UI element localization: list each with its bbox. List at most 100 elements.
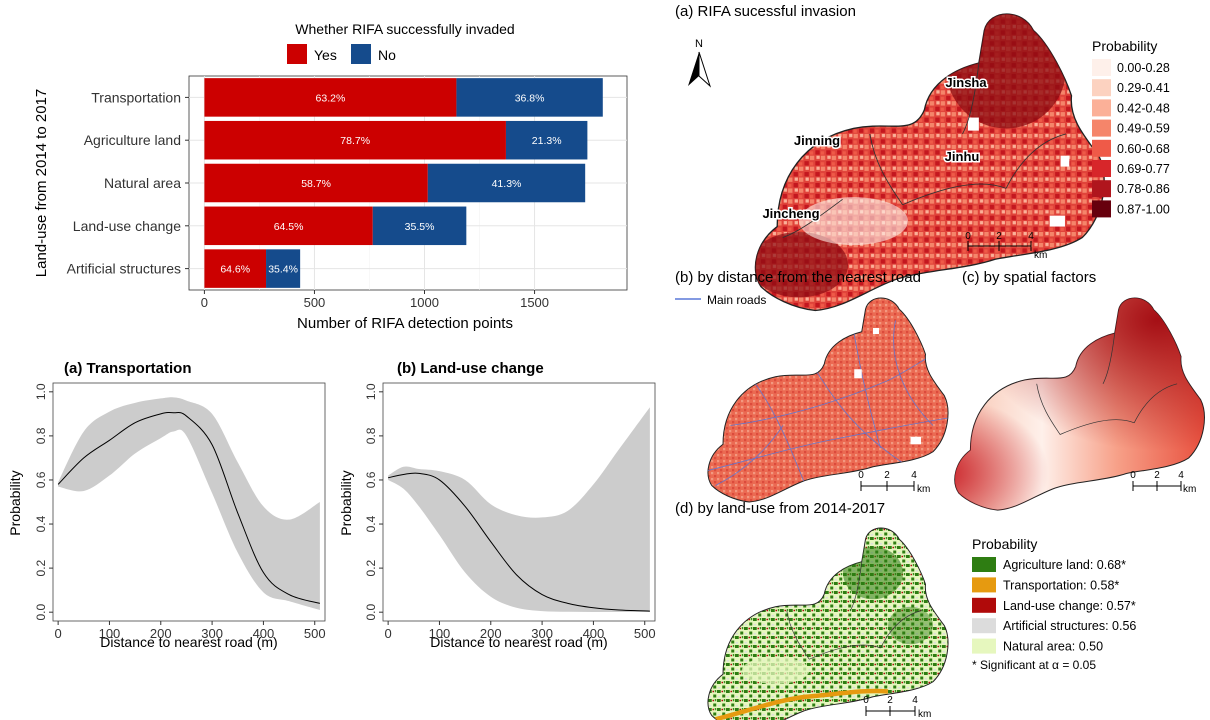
lineB-xtick-0: 0	[385, 626, 392, 641]
bar-yes-agriculture-land	[204, 120, 506, 160]
lineA-ytick-0.8: 0.8	[34, 427, 48, 444]
scale-c-0: 0	[1130, 470, 1136, 481]
bar-yes-transportation	[204, 78, 457, 117]
scale-b-unit: km	[917, 484, 930, 495]
landuse-label-artificial-structures-0-56: Artificial structures: 0.56	[1003, 619, 1136, 633]
scale-a-2: 2	[996, 231, 1002, 242]
prob-class-0-29-0-41: 0.29-0.41	[1117, 81, 1170, 95]
line-b-fit-curve	[388, 472, 650, 612]
bar-xtick-500: 500	[304, 295, 326, 310]
scale-b-4: 4	[911, 470, 917, 481]
lineB-ytick-1.0: 1.0	[364, 383, 378, 400]
bar-label-no-land-use-change: 35.5%	[405, 221, 435, 233]
map-d-legend: Agriculture land: 0.68* Transportation: 0…	[972, 557, 1136, 654]
line-a-x-ticks: 0 100 200 300 400 500	[55, 621, 326, 641]
map-d-panel: (d) by land-use from 2014-2017 0 2 4 km …	[675, 500, 1136, 720]
prob-class-0-69-0-77: 0.69-0.77	[1117, 162, 1170, 176]
prob-swatch-0-69-0-77	[1092, 160, 1111, 177]
map-c-title: (c) by spatial factors	[962, 269, 1096, 286]
scale-d-4: 4	[912, 695, 918, 706]
legend-no-label: No	[378, 47, 396, 63]
scalebar-a: 0 2 4 km	[965, 231, 1047, 261]
map-d-legend-title: Probability	[972, 536, 1037, 552]
lineA-xtick-0: 0	[55, 626, 62, 641]
lineA-xtick-200: 200	[150, 626, 172, 641]
prob-swatch-0-87-1-00	[1092, 200, 1111, 218]
bar-ytick-transportation: Transportation	[91, 89, 181, 105]
bar-no-natural-area	[427, 163, 586, 203]
lineA-ytick-0.0: 0.0	[34, 604, 48, 621]
transportation-probability-chart: (a) Transportation 0.0 0.2 0.4 0.6 0.8 1.0 0 1…	[7, 360, 326, 650]
prob-swatch-0-60-0-68	[1092, 139, 1111, 157]
line-b-confidence-band	[388, 407, 650, 612]
lineA-xtick-300: 300	[201, 626, 223, 641]
landuse-label-transportation-0-58: Transportation: 0.58*	[1003, 578, 1119, 592]
north-arrow: N	[688, 38, 712, 88]
district-label-jincheng: Jincheng	[762, 206, 819, 221]
bar-xtick-1000: 1000	[410, 295, 439, 310]
bar-label-no-agriculture-land: 21.3%	[532, 135, 562, 147]
landuse-swatch-land-use-change-0-57	[972, 597, 996, 613]
prob-swatch-0-42-0-48	[1092, 99, 1111, 117]
bar-ytick-natural-area: Natural area	[104, 175, 181, 191]
lineB-ytick-0.6: 0.6	[364, 471, 378, 488]
map-c-panel: (c) by spatial factors 0 2 4 km	[954, 269, 1205, 511]
scale-a-0: 0	[965, 231, 971, 242]
bar-ytick-artificial-structures: Artificial structures	[67, 261, 181, 277]
bar-marks: 63.2% 36.8% 78.7% 21.3% 58.7% 41.3% 64.5% 35.5%…	[204, 78, 603, 288]
line-a-title: (a) Transportation	[64, 360, 192, 377]
prob-swatch-0-78-0-86	[1092, 180, 1111, 198]
north-label: N	[695, 38, 703, 50]
prob-class-0-60-0-68: 0.60-0.68	[1117, 142, 1170, 156]
map-b-panel: (b) by distance from the nearest road Ma…	[675, 269, 949, 503]
prob-class-0-49-0-59: 0.49-0.59	[1117, 122, 1170, 136]
bar-ytick-agriculture-land: Agriculture land	[84, 132, 181, 148]
bar-label-no-natural-area: 41.3%	[492, 178, 522, 190]
map-a-title: (a) RIFA sucessful invasion	[675, 3, 856, 20]
line-a-y-axis-title: Probability	[7, 470, 23, 535]
landuse-label-natural-area-0-50: Natural area: 0.50	[1003, 640, 1103, 654]
bar-ytick-land-use-change: Land-use change	[73, 218, 181, 234]
landuse-swatch-agriculture-land-0-68	[972, 557, 996, 572]
line-a-confidence-band	[58, 397, 320, 610]
bar-label-yes-land-use-change: 64.5%	[274, 221, 304, 233]
prob-class-0-87-1-00: 0.87-1.00	[1117, 202, 1170, 216]
map-b-title: (b) by distance from the nearest road	[675, 269, 921, 286]
bar-label-yes-transportation: 63.2%	[316, 92, 346, 104]
prob-swatch-0-00-0-28	[1092, 59, 1111, 76]
bar-no-land-use-change	[372, 206, 467, 246]
lineB-xtick-200: 200	[480, 626, 502, 641]
bar-label-yes-agriculture-land: 78.7%	[340, 135, 370, 147]
bar-yes-natural-area	[204, 163, 428, 203]
line-a-x-axis-title: Distance to nearest road (m)	[100, 634, 277, 650]
lineB-ytick-0.2: 0.2	[364, 559, 378, 576]
bar-no-transportation	[456, 78, 603, 117]
prob-class-0-78-0-86: 0.78-0.86	[1117, 182, 1170, 196]
scalebar-b: 0 2 4 km	[858, 470, 930, 495]
lineB-xtick-500: 500	[634, 626, 656, 641]
bar-legend-title: Whether RIFA successfully invaded	[295, 21, 514, 37]
bar-x-axis-title: Number of RIFA detection points	[297, 315, 513, 332]
map-a-island	[754, 13, 1105, 312]
landuse-swatch-artificial-structures-0-56	[972, 618, 996, 634]
landuse-label-land-use-change-0-57: Land-use change: 0.57*	[1003, 599, 1136, 613]
lineA-ytick-0.4: 0.4	[34, 515, 48, 532]
landuse-swatch-transportation-0-58	[972, 577, 996, 593]
lineB-ytick-0.8: 0.8	[364, 427, 378, 444]
scalebar-d: 0 2 4 km	[863, 695, 931, 720]
map-c-island	[954, 297, 1205, 511]
lineA-xtick-100: 100	[99, 626, 121, 641]
bar-label-no-artificial-structures: 35.4%	[268, 264, 298, 276]
map-d-title: (d) by land-use from 2014-2017	[675, 500, 885, 517]
lineA-xtick-400: 400	[253, 626, 275, 641]
map-a-panel: (a) RIFA sucessful invasion N Jinsha Jin…	[675, 3, 1170, 312]
legend-no-swatch	[351, 44, 371, 64]
scale-d-2: 2	[887, 695, 893, 706]
lineA-ytick-0.6: 0.6	[34, 471, 48, 488]
lineB-xtick-400: 400	[583, 626, 605, 641]
line-b-y-ticks: 0.0 0.2 0.4 0.6 0.8 1.0	[364, 383, 383, 621]
scale-a-4: 4	[1028, 231, 1034, 242]
line-b-x-ticks: 0 100 200 300 400 500	[385, 621, 656, 641]
road-legend-label: Main roads	[707, 293, 766, 307]
